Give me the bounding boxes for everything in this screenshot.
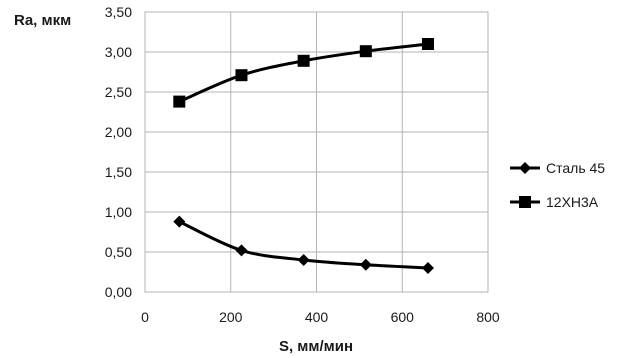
data-point [359,258,372,271]
data-point [235,244,248,257]
x-axis: 0 200 400 600 800 [141,309,500,325]
data-point [421,38,434,50]
y-tick-label: 3,00 [105,44,132,60]
x-tick-label: 0 [141,309,149,325]
series-line [178,42,429,103]
legend: Сталь 45 12ХН3А [510,160,605,210]
series-layer [173,38,434,274]
y-axis-title: Ra, мкм [14,12,71,29]
data-point [235,69,248,82]
data-point [421,262,434,274]
legend-entry: 12ХН3А [510,194,599,210]
y-tick-label: 2,00 [105,124,132,140]
data-point [297,254,310,266]
x-tick-label: 600 [391,309,415,325]
series-1 [173,215,434,274]
x-tick-label: 400 [305,309,329,325]
y-axis: 0,00 0,50 1,00 1,50 2,00 2,50 3,00 3,50 [105,4,132,300]
x-axis-title: S, мм/мин [279,338,353,355]
grid [144,11,489,293]
legend-marker [519,162,531,174]
x-tick-label: 200 [219,309,243,325]
y-tick-label: 0,50 [105,244,132,260]
legend-label: 12ХН3А [546,194,599,210]
legend-entry: Сталь 45 [510,160,605,176]
legend-label: Сталь 45 [546,160,605,176]
data-point [359,45,372,58]
plot-area [144,11,489,293]
y-tick-label: 1,00 [105,204,132,220]
data-point [297,54,310,67]
series-2 [173,38,434,108]
data-point [173,215,186,228]
data-point [173,95,186,108]
y-tick-label: 0,00 [105,284,132,300]
legend-marker [519,196,531,208]
y-tick-label: 3,50 [105,4,132,20]
y-tick-label: 2,50 [105,84,132,100]
x-tick-label: 800 [476,309,500,325]
y-tick-label: 1,50 [105,164,132,180]
